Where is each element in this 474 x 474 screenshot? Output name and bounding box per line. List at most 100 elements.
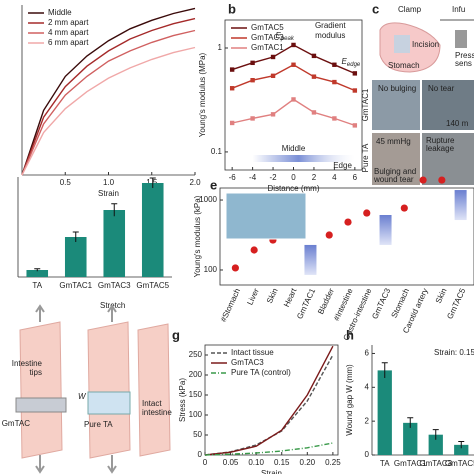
y-tick-label: 0 — [198, 450, 203, 459]
arrow — [35, 455, 117, 474]
legend-label: Intact tissue — [231, 348, 274, 357]
x-tick-label: 2.0 — [189, 178, 201, 187]
legend-label: 4 mm apart — [48, 28, 89, 37]
panel-chart: TA GmTAC1 GmTAC3 GmTAC5 — [17, 177, 172, 290]
marker — [250, 78, 255, 83]
photo — [422, 133, 474, 185]
y-tick-label: 4 — [365, 382, 370, 391]
annotation: Epeak — [276, 31, 295, 41]
y-tick-label: 200 — [189, 370, 203, 379]
x-tick-label: GmTAC5 — [136, 281, 169, 290]
y-tick-label: 100 — [204, 265, 218, 274]
marker — [332, 62, 337, 67]
marker — [270, 73, 276, 79]
marker — [311, 74, 317, 79]
sensor — [455, 30, 467, 48]
label: Clamp — [398, 5, 422, 14]
x-tick-label: GmTAC1 — [394, 459, 427, 468]
photo — [372, 133, 420, 185]
legend-label: Pure TA (control) — [231, 368, 291, 377]
error-bar — [381, 362, 388, 378]
marker — [229, 67, 235, 72]
label: sens — [455, 59, 472, 68]
bar — [377, 370, 392, 455]
x-tick-label: GmTAC3 — [98, 281, 131, 290]
label: wound tear — [373, 175, 414, 184]
y-tick-label: 250 — [189, 350, 203, 359]
series-line — [204, 345, 334, 456]
annotation: Middle — [282, 144, 306, 153]
series-line — [21, 29, 196, 176]
symbol: E — [276, 31, 282, 40]
panel-letter: b — [228, 1, 236, 16]
series-line — [21, 7, 196, 176]
range-bar — [379, 214, 392, 245]
error-bar — [149, 177, 156, 188]
label: leakage — [426, 144, 455, 153]
range-bar — [304, 244, 317, 275]
annotation: Strain: 0.15 — [434, 348, 474, 357]
y-tick-label: 1 — [218, 43, 223, 52]
series-line — [21, 17, 196, 176]
x-tick-label: -6 — [229, 173, 237, 182]
photo — [372, 80, 420, 130]
symbol: E — [342, 57, 348, 66]
y-tick-label: 0 — [365, 450, 370, 459]
series-line — [204, 442, 334, 456]
dot — [400, 204, 408, 212]
legend-label: 6 mm apart — [48, 38, 89, 47]
dot — [363, 209, 371, 217]
y-axis-label: Young's modulus (kPa) — [193, 195, 202, 277]
marker — [291, 97, 296, 102]
frame — [204, 344, 339, 456]
panel-f: Stretch Intestine tips GmTAC W Pure TA I… — [2, 301, 172, 474]
bar — [64, 237, 87, 277]
label: Pure TA — [84, 420, 113, 429]
marker — [229, 120, 235, 126]
arrow — [35, 304, 117, 322]
y-tick-label: 1000 — [199, 195, 217, 204]
y-tick-label: 150 — [189, 390, 203, 399]
photo — [422, 80, 474, 130]
bar — [428, 434, 443, 455]
dot — [325, 231, 333, 239]
annotation: modulus — [315, 31, 345, 40]
marker — [270, 54, 276, 60]
x-tick-label: 0.05 — [223, 458, 239, 467]
bar — [141, 183, 164, 277]
marker — [352, 71, 358, 76]
panel-chart: b 0.1 1 Young's modulus (MPa) Distance (mm) -… — [198, 1, 363, 193]
marker — [332, 116, 337, 121]
panel-letter: h — [346, 327, 354, 342]
y-tick-label: 100 — [189, 410, 203, 419]
series-line — [231, 63, 356, 92]
x-axis-label: Distance (mm) — [267, 184, 319, 193]
bar — [403, 422, 418, 455]
strip — [137, 323, 171, 457]
inset-photo — [225, 192, 307, 240]
x-tick-label: 0.20 — [300, 458, 316, 467]
label: tips — [30, 368, 42, 377]
marker — [291, 62, 296, 67]
label: Intact — [142, 399, 162, 408]
legend-label: GmTAC1 — [251, 43, 284, 52]
marker — [229, 86, 235, 91]
bar — [103, 210, 126, 277]
x-tick-label: TA — [380, 459, 390, 468]
x-axis-label: Strain — [261, 469, 282, 474]
error-bar — [72, 231, 79, 242]
annotation: Eedge — [342, 57, 361, 67]
bar — [26, 270, 49, 277]
panel-chart: h 0 2 4 6 Wound gap W (mm) TA GmTAC1GmTAC3GmTAC… — [345, 327, 474, 468]
y-tick-label: 50 — [193, 430, 202, 439]
marker — [311, 53, 317, 59]
x-tick-label: 0 — [203, 458, 208, 467]
legend-label: GmTAC3 — [251, 33, 284, 42]
annotation: Gradient — [315, 21, 346, 30]
strip — [87, 321, 131, 459]
bar — [454, 444, 469, 455]
label: No bulging — [378, 84, 416, 93]
frame — [219, 187, 474, 286]
